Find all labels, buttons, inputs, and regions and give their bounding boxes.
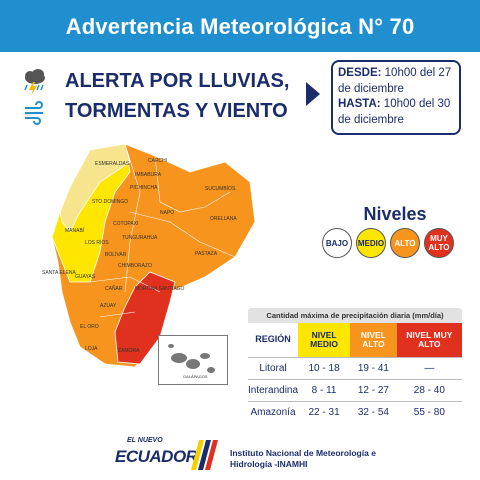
label-zamora: ZAMORA	[118, 348, 140, 354]
chevron-right-icon	[306, 82, 320, 106]
hasta-label: HASTA:	[338, 98, 381, 110]
desde-value: 10h00 del 27 de diciembre	[338, 67, 452, 95]
desde-label: DESDE:	[338, 67, 382, 79]
row-medio: 8 - 11	[298, 378, 351, 401]
label-manabi: MANABÍ	[65, 227, 85, 234]
row-medio: 22 - 31	[298, 400, 351, 423]
precipitation-table-wrap: Cantidad máxima de precipitación diaria …	[248, 308, 462, 423]
label-canar: CAÑAR	[105, 285, 123, 292]
header-region: REGIÓN	[255, 334, 291, 345]
hasta-value: 10h00 del 30 de diciembre	[338, 98, 451, 126]
muy-alto-region	[114, 271, 176, 365]
alert-line2: TORMENTAS Y VIENTO	[65, 100, 288, 122]
weather-icons	[24, 69, 45, 125]
label-pastaza: PASTAZA	[195, 251, 218, 257]
label-sucumbios: SUCUMBÍOS	[205, 185, 236, 192]
alert-title: ALERTA POR LLUVIAS, TORMENTAS Y VIENTO	[65, 66, 305, 126]
province-labels: ESMERALDAS CARCHI IMBABURA SUCUMBÍOS PIC…	[42, 158, 237, 354]
label-el-oro: EL ORO	[80, 324, 99, 330]
label-los-rios: LOS RÍOS	[85, 239, 109, 246]
label-carchi: CARCHI	[148, 158, 167, 164]
row-alto: 12 - 27	[350, 378, 397, 401]
niveles-title: Niveles	[363, 204, 427, 224]
label-chimborazo: CHIMBORAZO	[118, 263, 152, 269]
row-muy-alto: 55 - 80	[396, 400, 462, 423]
header-alto: NIVEL ALTO	[350, 323, 397, 357]
logo-small-text: EL NUEVO	[127, 437, 163, 444]
label-tungurahua: TUNGURAHUA	[122, 235, 158, 241]
label-loja: LOJA	[85, 346, 98, 352]
table-header-row: REGIÓN NIVEL MEDIO NIVEL ALTO NIVEL MUY …	[248, 323, 462, 357]
date-range-box: DESDE: 10h00 del 27 de diciembre HASTA: …	[331, 60, 461, 135]
galapagos-map: GALÁPAGOS	[168, 344, 215, 379]
alert-line1-strong: LLUVIAS,	[198, 70, 290, 92]
row-region: Litoral	[248, 356, 299, 379]
level-medio: MEDIO	[356, 228, 386, 258]
galapagos-inset: GALÁPAGOS	[158, 335, 228, 385]
institute-line1: Instituto Nacional de Meteorología e	[230, 448, 376, 458]
row-region: Amazonía	[248, 400, 299, 423]
table-caption: Cantidad máxima de precipitación diaria …	[248, 308, 462, 323]
alert-line1-prefix: ALERTA POR	[65, 70, 199, 92]
row-alto: 32 - 54	[350, 400, 397, 423]
label-cotopaxi: COTOPAXI	[113, 221, 138, 227]
row-muy-alto: 28 - 40	[396, 378, 462, 401]
label-orellana: ORELLANA	[210, 216, 237, 222]
light-region	[59, 143, 131, 233]
institute-line2: Hidrología -INAMHI	[230, 459, 308, 469]
label-morona: MORONA SANTIAGO	[135, 286, 185, 292]
ecuador-logo: ECUADOR	[115, 447, 198, 466]
storm-cloud-icon	[24, 69, 45, 96]
province-borders	[89, 143, 236, 318]
table-row: Interandina 8 - 11 12 - 27 28 - 40	[248, 378, 462, 401]
flag-stripes-icon	[191, 440, 218, 470]
label-pichincha: PICHINCHA	[130, 185, 158, 191]
level-alto: ALTO	[390, 228, 420, 258]
label-esmeraldas: ESMERALDAS	[95, 161, 130, 167]
row-medio: 10 - 18	[298, 356, 351, 379]
header-medio: NIVEL MEDIO	[298, 323, 351, 357]
level-bajo: BAJO	[322, 228, 352, 258]
label-azuay: AZUAY	[100, 303, 117, 309]
page-title: Advertencia Meteorológica N° 70	[65, 14, 415, 39]
institute-name: Instituto Nacional de Meteorología e Hid…	[230, 448, 390, 470]
row-alto: 19 - 41	[350, 356, 397, 379]
row-muy-alto: —	[396, 356, 462, 379]
row-region: Interandina	[248, 378, 299, 401]
label-sto-domingo: STO.DOMINGO	[92, 199, 128, 205]
header-muy-alto: NIVEL MUY ALTO	[396, 323, 462, 357]
label-santa-elena: SANTA ELENA	[42, 270, 76, 276]
label-galapagos: GALÁPAGOS	[183, 374, 208, 379]
label-bolivar: BOLÍVAR	[105, 251, 127, 258]
table-row: Amazonía 22 - 31 32 - 54 55 - 80	[248, 400, 462, 423]
label-imbabura: IMBABURA	[135, 172, 162, 178]
wind-icon	[25, 101, 43, 125]
header-bar: Advertencia Meteorológica N° 70	[0, 0, 480, 52]
label-napo: NAPO	[160, 210, 174, 216]
label-guayas: GUAYAS	[75, 274, 96, 280]
level-muy-alto: MUY ALTO	[424, 228, 454, 258]
precipitation-table: REGIÓN NIVEL MEDIO NIVEL ALTO NIVEL MUY …	[248, 323, 462, 423]
table-row: Litoral 10 - 18 19 - 41 —	[248, 356, 462, 379]
ecuador-map: ESMERALDAS CARCHI IMBABURA SUCUMBÍOS PIC…	[42, 143, 256, 368]
